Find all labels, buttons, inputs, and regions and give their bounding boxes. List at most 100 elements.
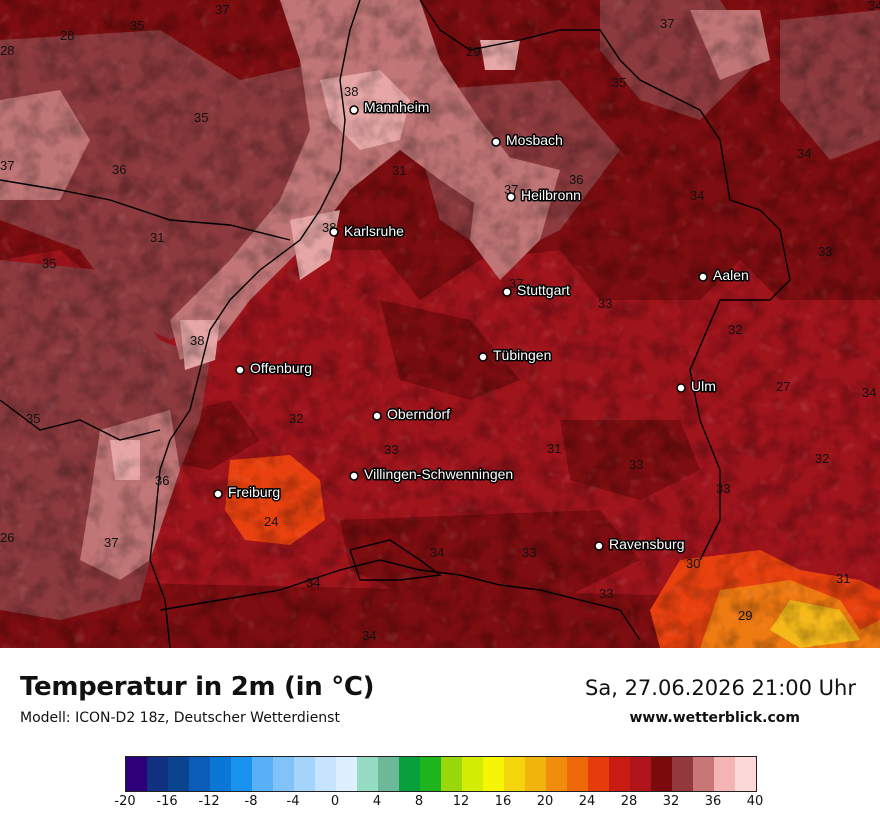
website-link[interactable]: www.wetterblick.com [629, 710, 801, 726]
temp-label: 32 [728, 322, 742, 337]
city-dot [698, 272, 708, 282]
city-dot [506, 192, 516, 202]
state-border-north [419, 0, 791, 561]
legend-swatch [588, 757, 609, 791]
color-legend [125, 756, 757, 792]
city-dot [329, 227, 339, 237]
legend-label: 32 [662, 794, 680, 809]
temp-label: 37 [215, 2, 229, 17]
city-label-offenburg: Offenburg [250, 360, 312, 376]
southern-border [159, 559, 641, 641]
legend-label: 20 [536, 794, 554, 809]
legend-swatch [210, 757, 231, 791]
temp-label: 38 [344, 84, 358, 99]
temp-label: 37 [0, 158, 14, 173]
temp-label: 31 [392, 163, 406, 178]
city-dot [676, 383, 686, 393]
city-dot [349, 105, 359, 115]
temp-label: 37 [104, 535, 118, 550]
legend-swatch [567, 757, 588, 791]
legend-swatch [462, 757, 483, 791]
legend-swatch [168, 757, 189, 791]
legend-swatch [609, 757, 630, 791]
legend-swatch [315, 757, 336, 791]
temp-label: 29 [466, 44, 480, 59]
legend-swatch [378, 757, 399, 791]
temp-label: 26 [0, 530, 14, 545]
temp-label: 34 [862, 385, 876, 400]
map-title: Temperatur in 2m (in °C) [20, 672, 375, 702]
temp-label: 33 [599, 586, 613, 601]
city-label-ravensburg: Ravensburg [609, 536, 685, 552]
city-label-mosbach: Mosbach [506, 132, 563, 148]
temp-label: 36 [155, 473, 169, 488]
city-dot [213, 489, 223, 499]
city-dot [349, 471, 359, 481]
temp-label: 34 [797, 146, 811, 161]
temp-label: 35 [42, 256, 56, 271]
temp-label: 34 [868, 0, 880, 13]
temp-label: 28 [0, 43, 14, 58]
legend-label: -16 [156, 794, 178, 809]
temp-label: 33 [629, 457, 643, 472]
temp-label: 33 [522, 545, 536, 560]
temp-label: 31 [547, 441, 561, 456]
temp-label: 38 [190, 333, 204, 348]
temp-label: 34 [430, 545, 444, 560]
legend-label: -12 [198, 794, 220, 809]
legend-swatch [546, 757, 567, 791]
city-label-mannheim: Mannheim [364, 99, 429, 115]
legend-swatch [630, 757, 651, 791]
legend-swatch [273, 757, 294, 791]
city-dot [235, 365, 245, 375]
legend-swatch [252, 757, 273, 791]
legend-label: 36 [704, 794, 722, 809]
city-label-heilbronn: Heilbronn [521, 187, 581, 203]
temperature-map[interactable]: 35 37 28 28 37 29 34 37 35 38 35 31 36 3… [0, 0, 880, 648]
temp-label: 34 [690, 188, 704, 203]
legend-swatch [693, 757, 714, 791]
legend-label: 12 [452, 794, 470, 809]
temp-label: 30 [686, 556, 700, 571]
legend-swatch [126, 757, 147, 791]
legend-swatch [399, 757, 420, 791]
temp-label: 24 [264, 514, 278, 529]
map-footer: Temperatur in 2m (in °C) Modell: ICON-D2… [0, 648, 880, 830]
legend-swatch [231, 757, 252, 791]
temp-label: 35 [130, 18, 144, 33]
temp-label: 31 [150, 230, 164, 245]
temp-label: 31 [836, 571, 850, 586]
lake-border [349, 539, 442, 581]
temp-label: 34 [362, 628, 376, 643]
legend-swatch [672, 757, 693, 791]
temp-label: 37 [509, 276, 523, 291]
legend-swatch [189, 757, 210, 791]
legend-swatch [294, 757, 315, 791]
forecast-datetime: Sa, 27.06.2026 21:00 Uhr [585, 676, 856, 700]
legend-swatch [441, 757, 462, 791]
temp-label: 37 [504, 182, 518, 197]
temp-label: 35 [194, 110, 208, 125]
legend-label: 0 [330, 794, 340, 809]
city-label-freiburg: Freiburg [228, 484, 280, 500]
legend-label: 40 [746, 794, 764, 809]
city-label-tuebingen: Tübingen [493, 347, 551, 363]
legend-swatch [735, 757, 756, 791]
borders [0, 0, 791, 648]
legend-swatch [420, 757, 441, 791]
temp-label: 29 [738, 608, 752, 623]
temp-label: 32 [815, 451, 829, 466]
rhine-border [149, 0, 361, 648]
temperature-labels: 35 37 28 28 37 29 34 37 35 38 35 31 36 3… [0, 0, 880, 643]
legend-swatch [336, 757, 357, 791]
city-dot [502, 287, 512, 297]
temp-label: 33 [598, 296, 612, 311]
temp-label: 36 [569, 172, 583, 187]
city-dot [372, 411, 382, 421]
legend-swatch [483, 757, 504, 791]
northern-border [0, 179, 291, 241]
legend-label: -8 [244, 794, 258, 809]
legend-swatch [651, 757, 672, 791]
city-label-stuttgart: Stuttgart [517, 282, 570, 298]
city-markers: Mannheim Mosbach Heilbronn Karlsruhe Stu… [213, 98, 750, 554]
